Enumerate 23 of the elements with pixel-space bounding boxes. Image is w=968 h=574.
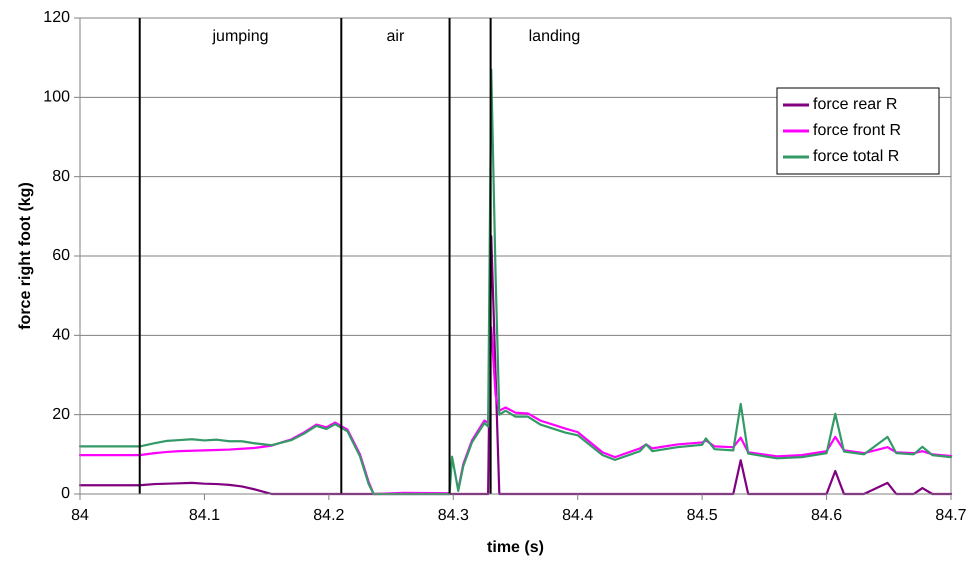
legend-label: force total R xyxy=(813,148,900,166)
x-tick-label: 84.2 xyxy=(313,507,345,524)
y-tick-label: 20 xyxy=(52,406,70,423)
annotation: landing xyxy=(528,28,580,45)
x-tick-label: 84.1 xyxy=(188,507,220,524)
x-tick-label: 84 xyxy=(71,507,89,524)
x-tick-label: 84.5 xyxy=(686,507,718,524)
y-tick-label: 120 xyxy=(43,9,70,26)
y-tick-label: 40 xyxy=(52,326,70,344)
x-tick-label: 84.4 xyxy=(562,507,594,524)
y-tick-label: 60 xyxy=(52,247,70,264)
x-tick-label: 84.3 xyxy=(438,507,469,524)
y-tick-label: 100 xyxy=(43,88,70,106)
annotation: jumping xyxy=(211,28,269,45)
y-tick-label: 0 xyxy=(61,485,70,502)
x-tick-label: 84.6 xyxy=(811,507,842,524)
x-axis-title: time (s) xyxy=(487,539,544,556)
legend-label: force front R xyxy=(813,122,902,140)
x-tick-label: 84.7 xyxy=(935,507,967,524)
legend-label: force rear R xyxy=(813,96,898,114)
y-tick-label: 80 xyxy=(52,168,70,185)
y-axis-title: force right foot (kg) xyxy=(17,182,34,330)
annotation: air xyxy=(386,28,405,45)
